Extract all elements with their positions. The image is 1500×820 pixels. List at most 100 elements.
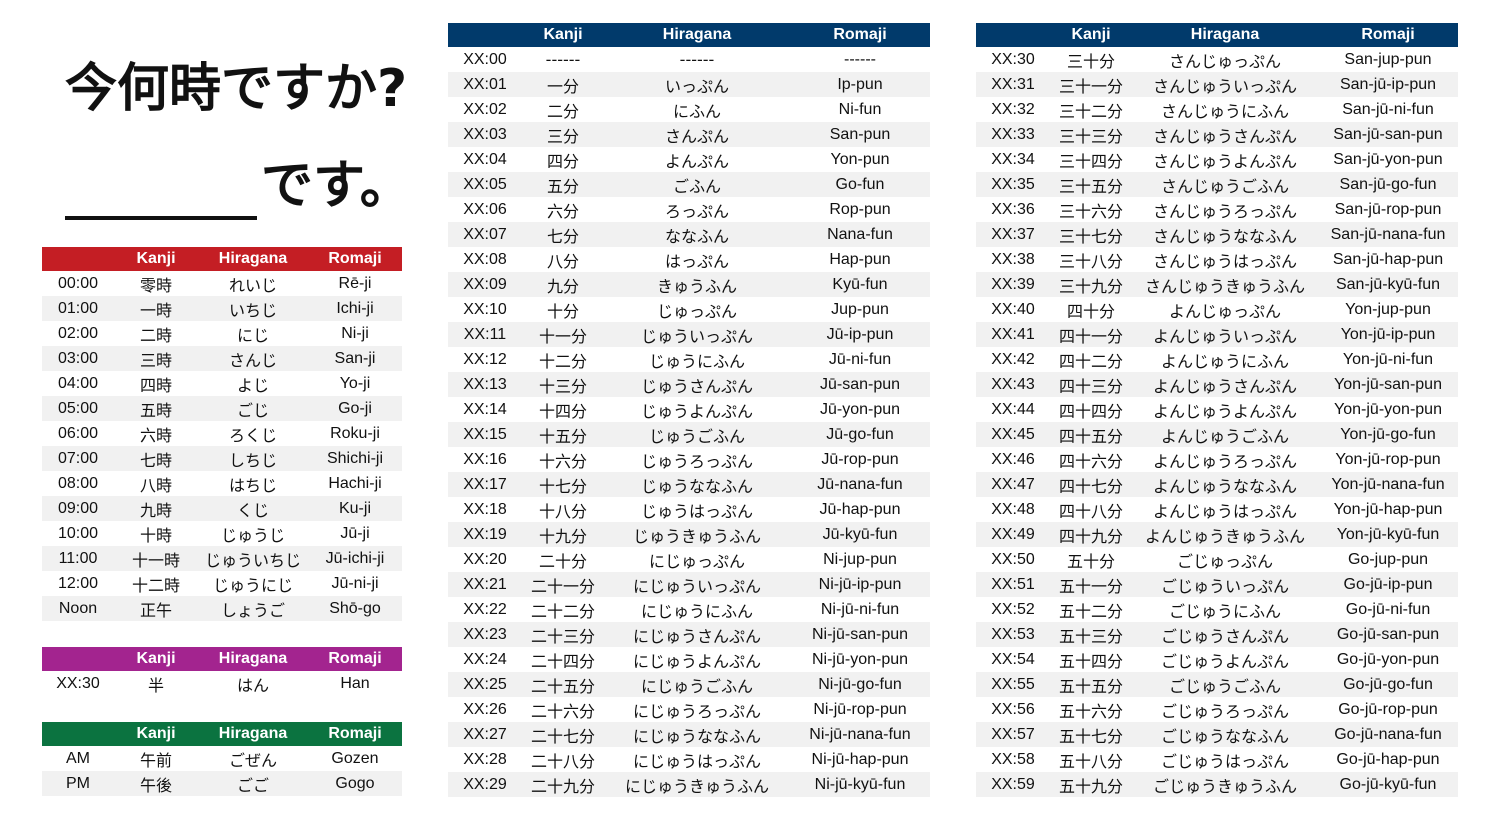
romaji-cell: Yon-jū-ip-pun [1318,322,1458,347]
time-cell: 08:00 [42,471,114,496]
hiragana-cell: にじ [198,321,308,346]
romaji-cell: Go-jū-ip-pun [1318,572,1458,597]
table-row: XX:46 四十六分 よんじゅうろっぷん Yon-jū-rop-pun [976,447,1458,472]
time-cell: XX:29 [448,772,522,797]
hiragana-cell: にじゅうよんぷん [604,647,790,672]
kanji-cell: 六時 [114,421,198,446]
romaji-cell: Go-fun [790,172,930,197]
kanji-cell: 六分 [522,197,604,222]
romaji-cell: Go-ji [308,396,402,421]
table-row: XX:04 四分 よんぷん Yon-pun [448,147,930,172]
hiragana-cell: ごじゅういっぷん [1132,572,1318,597]
table-row: XX:14 十四分 じゅうよんぷん Jū-yon-pun [448,397,930,422]
table-row: XX:32 三十二分 さんじゅうにふん San-jū-ni-fun [976,97,1458,122]
kanji-cell: 三十三分 [1050,122,1132,147]
hiragana-cell: じゅうよんぷん [604,397,790,422]
romaji-cell: Ip-pun [790,72,930,97]
time-cell: XX:40 [976,297,1050,322]
kanji-cell: 十一時 [114,546,198,571]
table-row: XX:18 十八分 じゅうはっぷん Jū-hap-pun [448,497,930,522]
romaji-cell: Ni-jū-go-fun [790,672,930,697]
kanji-cell: 四十八分 [1050,497,1132,522]
kanji-cell: 二十九分 [522,772,604,797]
hiragana-cell: さんじゅうさんぷん [1132,122,1318,147]
time-cell: XX:48 [976,497,1050,522]
romaji-cell: Go-jū-hap-pun [1318,747,1458,772]
time-cell: XX:06 [448,197,522,222]
time-cell: 05:00 [42,396,114,421]
romaji-cell: San-jū-rop-pun [1318,197,1458,222]
romaji-cell: Hachi-ji [308,471,402,496]
romaji-cell: Go-jū-san-pun [1318,622,1458,647]
romaji-cell: Shichi-ji [308,446,402,471]
hiragana-cell: はちじ [198,471,308,496]
table-row: XX:19 十九分 じゅうきゅうふん Jū-kyū-fun [448,522,930,547]
romaji-cell: Nana-fun [790,222,930,247]
time-cell: XX:30 [976,47,1050,72]
time-cell: XX:28 [448,747,522,772]
kanji-cell: 四分 [522,147,604,172]
table-row: XX:26 二十六分 にじゅうろっぷん Ni-jū-rop-pun [448,697,930,722]
kanji-cell: 二十二分 [522,597,604,622]
time-cell: XX:01 [448,72,522,97]
romaji-cell: Go-jū-go-fun [1318,672,1458,697]
kanji-cell: 一分 [522,72,604,97]
kanji-cell: 四十二分 [1050,347,1132,372]
time-cell: XX:32 [976,97,1050,122]
table-row: XX:57 五十七分 ごじゅうななふん Go-jū-nana-fun [976,722,1458,747]
kanji-cell: 九時 [114,496,198,521]
table-row: XX:28 二十八分 にじゅうはっぷん Ni-jū-hap-pun [448,747,930,772]
table-row: 06:00 六時 ろくじ Roku-ji [42,421,402,446]
kanji-cell: 五十四分 [1050,647,1132,672]
romaji-cell: Hap-pun [790,247,930,272]
hiragana-cell: ごじゅうろっぷん [1132,697,1318,722]
table-row: XX:54 五十四分 ごじゅうよんぷん Go-jū-yon-pun [976,647,1458,672]
romaji-cell: Ku-ji [308,496,402,521]
hiragana-cell: ごじゅうよんぷん [1132,647,1318,672]
time-cell: XX:56 [976,697,1050,722]
time-cell: XX:02 [448,97,522,122]
hiragana-cell: じゅうにふん [604,347,790,372]
romaji-cell: Jup-pun [790,297,930,322]
romaji-cell: Ni-jū-nana-fun [790,722,930,747]
kanji-cell: 五十一分 [1050,572,1132,597]
kanji-cell: 二十七分 [522,722,604,747]
hiragana-cell: ろくじ [198,421,308,446]
time-cell: XX:03 [448,122,522,147]
table-row: 10:00 十時 じゅうじ Jū-ji [42,521,402,546]
kanji-cell: 十時 [114,521,198,546]
romaji-cell: San-jū-hap-pun [1318,247,1458,272]
romaji-cell: Yon-jup-pun [1318,297,1458,322]
minutes-table-1: Kanji Hiragana Romaji XX:00 ------ ------ -… [448,23,930,797]
kanji-cell: 四十七分 [1050,472,1132,497]
header-kanji: Kanji [114,722,198,746]
romaji-cell: Gozen [308,746,402,771]
table-row: XX:30 三十分 さんじゅっぷん San-jup-pun [976,47,1458,72]
table-row: 03:00 三時 さんじ San-ji [42,346,402,371]
hiragana-cell: よんじゅうにふん [1132,347,1318,372]
hiragana-cell: さんじ [198,346,308,371]
romaji-cell: Ni-fun [790,97,930,122]
hiragana-cell: よんじゅうごふん [1132,422,1318,447]
kanji-cell: 三十六分 [1050,197,1132,222]
time-cell: 09:00 [42,496,114,521]
time-cell: XX:43 [976,372,1050,397]
kanji-cell: 四十四分 [1050,397,1132,422]
time-cell: 10:00 [42,521,114,546]
time-cell: XX:54 [976,647,1050,672]
hiragana-cell: さんぷん [604,122,790,147]
hiragana-cell: ごじゅうきゅうふん [1132,772,1318,797]
kanji-cell: 四十一分 [1050,322,1132,347]
hiragana-cell: にふん [604,97,790,122]
hiragana-cell: にじゅうにふん [604,597,790,622]
time-cell: XX:39 [976,272,1050,297]
hiragana-cell: よんぷん [604,147,790,172]
romaji-cell: Jū-ji [308,521,402,546]
kanji-cell: 四十九分 [1050,522,1132,547]
kanji-cell: 四時 [114,371,198,396]
time-cell: 07:00 [42,446,114,471]
romaji-cell: Jū-san-pun [790,372,930,397]
hiragana-cell: はっぷん [604,247,790,272]
hiragana-cell: れいじ [198,271,308,296]
table-row: XX:10 十分 じゅっぷん Jup-pun [448,297,930,322]
